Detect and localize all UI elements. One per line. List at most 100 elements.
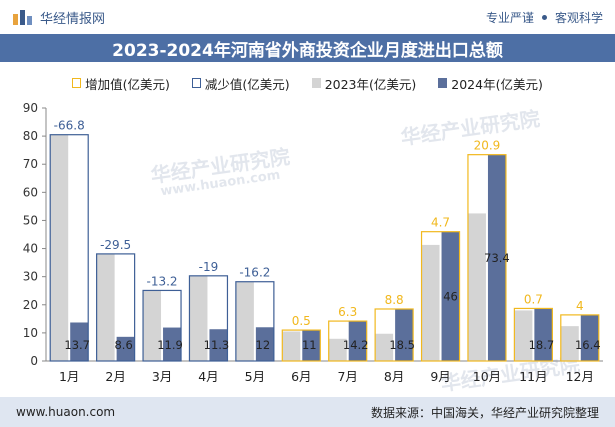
bar-2024[interactable]: [441, 231, 460, 361]
legend-swatch-2024: [438, 78, 448, 88]
legend-swatch-2023: [311, 78, 321, 88]
y-tick-label: 80: [23, 129, 38, 143]
change-value-label: -16.2: [239, 266, 270, 280]
bar-2023[interactable]: [143, 290, 162, 361]
change-value-label: 8.8: [385, 293, 404, 307]
chart-legend: 增加值(亿美元) 减少值(亿美元) 2023年(亿美元) 2024年(亿美元): [0, 72, 615, 94]
change-bracket-increase: [467, 154, 507, 362]
y-tick-label: 0: [30, 354, 38, 368]
change-value-label: 0.7: [524, 292, 543, 306]
footer-source: 数据来源：中国海关，华经产业研究院整理: [370, 405, 599, 420]
legend-item-2024[interactable]: 2024年(亿美元): [438, 74, 543, 93]
x-tick-label: 10月: [473, 369, 501, 384]
legend-item-2023[interactable]: 2023年(亿美元): [311, 74, 417, 93]
bar-2023[interactable]: [50, 134, 69, 361]
bar-2023[interactable]: [235, 281, 254, 361]
slogan-right: 客观科学: [554, 10, 603, 25]
bar-2024[interactable]: [348, 321, 367, 361]
value-label-2024: 18.5: [389, 338, 415, 352]
bar-2024[interactable]: [255, 327, 274, 361]
change-bracket-increase: [513, 307, 553, 362]
change-value-label: 4.7: [431, 216, 450, 230]
change-value-label: 0.5: [292, 314, 311, 328]
x-tick-label: 11月: [519, 369, 547, 384]
legend-label-2023: 2023年(亿美元): [324, 76, 417, 92]
bar-2024[interactable]: [580, 314, 599, 361]
bar-2024[interactable]: [70, 322, 89, 361]
bar-2023[interactable]: [96, 253, 115, 361]
brand[interactable]: 华经情报网: [12, 8, 105, 27]
value-label-2024: 11.3: [204, 338, 230, 352]
slogan: 专业严谨 客观科学: [486, 9, 603, 26]
chart-title-bar: 2023-2024年河南省外商投资企业月度进出口总额: [0, 34, 615, 62]
x-tick-label: 12月: [566, 369, 594, 384]
bar-2023[interactable]: [328, 338, 347, 361]
x-tick-label: 5月: [245, 369, 265, 384]
bar-2024[interactable]: [395, 308, 414, 361]
value-label-2024: 8.6: [114, 338, 132, 352]
slogan-left: 专业严谨: [485, 10, 534, 25]
x-tick-label: 2月: [105, 369, 125, 384]
y-tick-label: 40: [23, 242, 38, 256]
value-label-2024: 16.4: [575, 338, 601, 352]
footer: www.huaon.com 数据来源：中国海关，华经产业研究院整理: [0, 397, 615, 427]
bar-2024[interactable]: [302, 330, 321, 361]
y-tick-label: 90: [23, 101, 38, 115]
legend-label-2024: 2024年(亿美元): [451, 76, 543, 92]
y-tick-label: 20: [23, 298, 38, 312]
value-label-2024: 14.2: [343, 338, 369, 352]
value-label-2024: 12: [256, 338, 271, 352]
x-tick-label: 3月: [152, 369, 172, 384]
change-value-label: 4: [576, 299, 584, 313]
change-bracket-decrease: [96, 253, 136, 362]
change-bracket-decrease: [235, 281, 275, 362]
change-value-label: -13.2: [147, 274, 178, 288]
y-tick-label: 50: [23, 213, 38, 227]
change-value-label: -66.8: [54, 119, 85, 133]
value-label-2024: 73.4: [484, 251, 510, 265]
value-label-2024: 13.7: [64, 338, 90, 352]
y-tick-label: 60: [23, 185, 38, 199]
legend-item-decrease[interactable]: 减少值(亿美元): [191, 74, 290, 93]
bar-2023[interactable]: [467, 213, 486, 361]
chart-plot: 0 10 20 30 40 50 60 70 80 90 -66.8 13.7 1月 -29.5 8.6 2月…: [23, 101, 603, 384]
change-value-label: 6.3: [338, 305, 357, 319]
x-tick-label: 1月: [59, 369, 79, 384]
change-value-label: 20.9: [474, 139, 501, 153]
bar-2023[interactable]: [514, 310, 533, 361]
bar-2023[interactable]: [560, 326, 579, 361]
bar-2024[interactable]: [163, 327, 182, 361]
value-label-2024: 46: [443, 289, 458, 303]
chart-title: 2023-2024年河南省外商投资企业月度进出口总额: [112, 40, 503, 61]
brand-logo-icon: [13, 10, 32, 25]
bar-2023[interactable]: [421, 244, 440, 361]
legend-swatch-increase: [72, 78, 82, 88]
bar-2023[interactable]: [282, 331, 301, 361]
change-bracket-decrease: [142, 289, 182, 362]
change-value-label: -19: [199, 260, 219, 274]
value-label-2024: 18.7: [529, 338, 555, 352]
x-tick-label: 8月: [384, 369, 404, 384]
x-tick-label: 7月: [337, 369, 357, 384]
change-bracket-increase: [328, 320, 368, 362]
footer-website[interactable]: www.huaon.com: [16, 405, 116, 419]
top-bar: 华经情报网 专业严谨 客观科学: [0, 0, 615, 34]
x-tick-label: 4月: [198, 369, 218, 384]
x-tick-label: 9月: [430, 369, 450, 384]
legend-label-decrease: 减少值(亿美元): [204, 76, 290, 92]
x-tick-label: 6月: [291, 369, 311, 384]
value-label-2024: 11: [302, 338, 317, 352]
bar-2023[interactable]: [375, 333, 394, 361]
brand-name: 华经情报网: [40, 11, 106, 27]
y-tick-label: 70: [23, 157, 38, 171]
bar-2024[interactable]: [487, 154, 506, 361]
bar-2024[interactable]: [209, 329, 228, 361]
bar-2024[interactable]: [534, 308, 553, 361]
y-tick-label: 30: [23, 270, 38, 284]
bar-2024[interactable]: [116, 336, 135, 361]
bar-2023[interactable]: [189, 275, 208, 361]
value-label-2024: 11.9: [157, 338, 183, 352]
legend-item-increase[interactable]: 增加值(亿美元): [72, 74, 170, 93]
change-bracket-increase: [560, 314, 600, 362]
change-bracket-increase: [281, 329, 321, 362]
